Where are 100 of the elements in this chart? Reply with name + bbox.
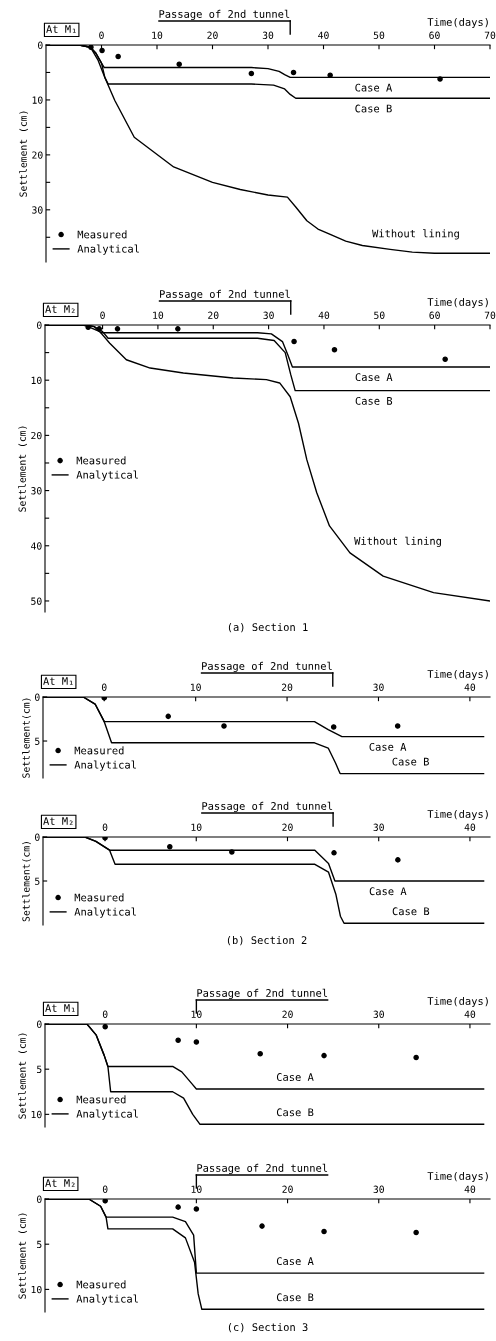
y-tick-label: 20 <box>31 431 42 440</box>
ref-line-label: Passage of 2nd tunnel <box>202 661 332 672</box>
x-axis-title: Time(days) <box>427 809 488 820</box>
annotation: Case A <box>369 887 407 896</box>
x-tick-label: 40 <box>318 31 329 39</box>
x-axis-title: Time(days) <box>427 297 488 308</box>
ref-line-label: Passage of 2nd tunnel <box>160 289 290 300</box>
x-tick-label: 30 <box>373 683 384 691</box>
x-tick-label: 30 <box>373 1010 384 1018</box>
x-tick-label: 20 <box>282 1010 293 1018</box>
chart-title: At M₁ <box>43 677 73 685</box>
legend-label: Measured <box>76 1280 126 1289</box>
x-tick-label: 20 <box>282 823 293 831</box>
x-tick-label: 20 <box>207 31 218 39</box>
x-tick-label: 40 <box>318 311 330 319</box>
x-tick-label: 30 <box>373 823 384 831</box>
y-axis-title: Settlement (cm) <box>18 426 27 512</box>
x-tick-label: 40 <box>464 1185 476 1193</box>
y-tick-label: 30 <box>32 206 43 214</box>
y-axis-title: Settlement(cm) <box>22 698 31 778</box>
annotation: Case A <box>355 373 393 382</box>
legend-label: Analytical <box>76 470 138 481</box>
y-axis-title: Settlement (cm) <box>19 111 28 197</box>
y-tick-label: 5 <box>35 877 40 885</box>
chart-title: At M₂ <box>45 1179 75 1187</box>
x-axis-title: Time(days) <box>427 669 488 680</box>
x-tick-label: 60 <box>429 31 440 39</box>
x-tick-label: 0 <box>102 1185 108 1193</box>
text: (a) Section 1 <box>228 622 308 633</box>
x-axis-title: Time(days) <box>427 17 488 28</box>
x-tick-label: 20 <box>282 1185 293 1193</box>
annotation: Case B <box>355 104 392 113</box>
x-tick-label: 10 <box>152 31 163 39</box>
y-tick-label: 20 <box>32 151 43 159</box>
x-tick-label: 70 <box>484 31 496 39</box>
legend-label: Measured <box>77 230 127 239</box>
text: (b) Section 2 <box>227 935 307 946</box>
y-tick-label: 5 <box>37 1065 42 1074</box>
x-tick-label: 30 <box>262 31 274 39</box>
x-axis-title: Time(days) <box>427 1171 488 1182</box>
y-axis-title: Settlement (cm) <box>18 1213 27 1299</box>
y-tick-label: 0 <box>37 1195 42 1203</box>
x-tick-label: 40 <box>464 683 476 691</box>
ref-line-label: Passage of 2nd tunnel <box>197 988 328 999</box>
annotation: Case A <box>369 742 407 751</box>
x-tick-label: 40 <box>464 823 476 831</box>
y-tick-label: 0 <box>37 321 42 329</box>
x-tick-label: 60 <box>429 311 440 319</box>
chart-title: At M₁ <box>45 1004 75 1012</box>
x-tick-label: 0 <box>102 823 108 831</box>
legend-label: Measured <box>76 1095 126 1104</box>
ref-line-label: Passage of 2nd tunnel <box>197 1163 328 1174</box>
y-tick-label: 10 <box>31 376 42 385</box>
x-tick-label: 0 <box>99 31 104 39</box>
annotation: Case B <box>276 1293 314 1302</box>
y-tick-label: 50 <box>31 597 42 605</box>
x-tick-label: 50 <box>373 31 385 39</box>
x-tick-label: 20 <box>208 311 219 319</box>
y-tick-label: 10 <box>31 1110 42 1119</box>
annotation: Case A <box>276 1073 314 1081</box>
x-tick-label: 0 <box>100 311 105 319</box>
x-tick-label: 30 <box>263 311 274 319</box>
x-tick-label: 50 <box>374 311 385 319</box>
x-tick-label: 30 <box>373 1185 384 1193</box>
annotation: Case B <box>276 1108 314 1117</box>
annotation: Without lining <box>372 229 459 240</box>
legend-label: Analytical <box>76 1294 138 1305</box>
x-tick-label: 70 <box>484 311 496 319</box>
y-tick-label: 0 <box>35 833 40 841</box>
y-tick-label: 10 <box>31 1285 42 1294</box>
legend-label: Analytical <box>74 760 136 771</box>
x-tick-label: 0 <box>101 683 107 691</box>
chart-title: At M₂ <box>43 817 73 825</box>
annotation: Case B <box>392 757 429 766</box>
legend-label: Measured <box>74 746 124 755</box>
x-tick-label: 10 <box>191 1010 202 1018</box>
x-tick-label: 10 <box>191 823 202 831</box>
y-tick-label: 0 <box>38 41 43 49</box>
y-tick-label: 0 <box>37 1020 42 1028</box>
y-axis-title: Settlement(cm) <box>22 842 31 922</box>
legend-label: Measured <box>76 456 126 465</box>
ref-line-label: Passage of 2nd tunnel <box>159 9 290 20</box>
y-tick-label: 0 <box>35 693 40 701</box>
y-tick-label: 30 <box>31 487 42 495</box>
y-axis-title: Settlement (cm) <box>18 1033 27 1119</box>
x-tick-label: 10 <box>191 1185 202 1193</box>
chart-title: At M₂ <box>45 305 75 313</box>
legend-label: Measured <box>74 893 124 902</box>
annotation: Case B <box>392 907 430 916</box>
x-tick-label: 10 <box>153 311 164 319</box>
legend-label: Analytical <box>76 1109 138 1120</box>
annotation: Case A <box>276 1257 314 1266</box>
y-tick-label: 40 <box>31 542 42 550</box>
legend-label: Analytical <box>74 907 136 918</box>
x-tick-label: 40 <box>464 1010 476 1018</box>
ref-line-label: Passage of 2nd tunnel <box>202 801 333 812</box>
x-tick-label: 10 <box>190 683 201 691</box>
text: (c) Section 3 <box>228 1322 308 1333</box>
y-tick-label: 5 <box>37 1240 42 1249</box>
annotation: Case A <box>355 83 393 92</box>
